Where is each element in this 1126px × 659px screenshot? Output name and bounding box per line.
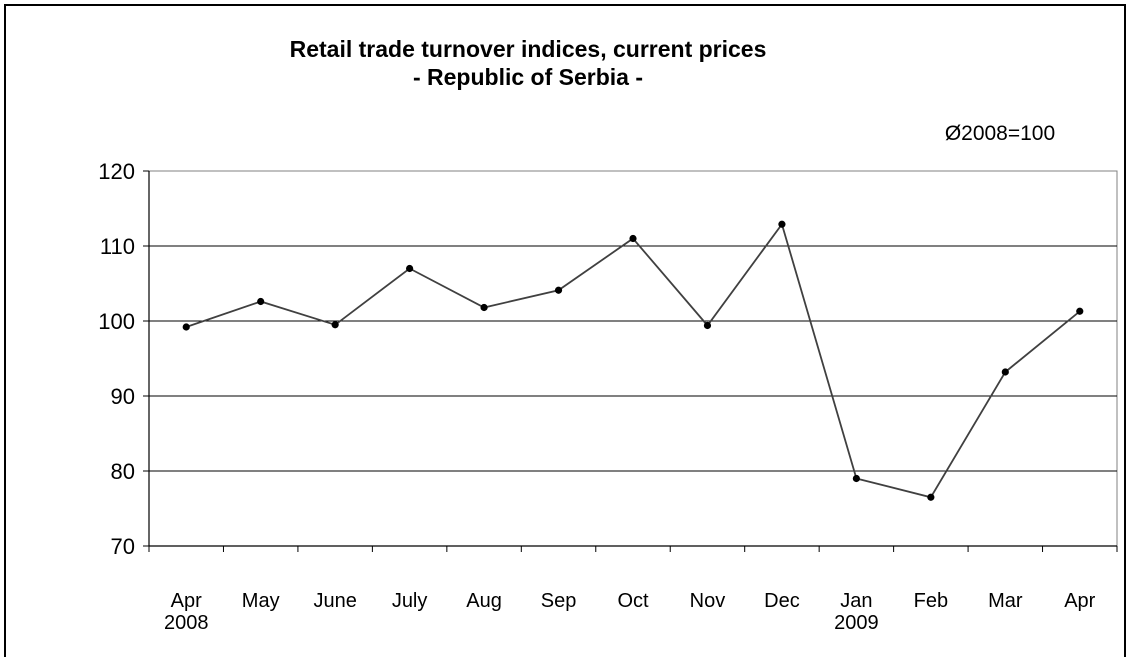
x-tick-label: Sep <box>541 590 577 612</box>
data-point <box>778 220 786 228</box>
data-point <box>629 234 637 243</box>
data-point <box>1076 307 1084 315</box>
chart-svg: Retail trade turnover indices, current p… <box>98 36 1118 634</box>
data-point <box>852 474 860 483</box>
series-line-group <box>182 220 1084 501</box>
chart-title: Retail trade turnover indices, current p… <box>290 36 767 62</box>
x-tick-label: Oct <box>617 590 649 612</box>
x-tick-label: Jan <box>840 590 872 612</box>
x-tick-label: Apr <box>171 590 202 612</box>
plot-border <box>148 170 1118 547</box>
series-line <box>185 222 1081 499</box>
chart-subtitle: - Republic of Serbia - <box>413 64 643 90</box>
data-point <box>257 297 265 306</box>
y-tick-label: 70 <box>111 534 135 559</box>
x-tick-label: Dec <box>764 590 800 612</box>
x-tick-label: June <box>313 590 356 612</box>
y-axis: 70 80 90 100 110 120 <box>98 159 150 559</box>
x-tick-label: Aug <box>466 590 502 612</box>
x-tick-label: Apr <box>1064 590 1095 612</box>
data-point <box>927 493 935 501</box>
x-tick-label: Mar <box>988 590 1023 612</box>
plot-area <box>148 170 1118 547</box>
data-point <box>406 264 414 273</box>
y-tick-label: 90 <box>111 384 135 409</box>
data-point <box>331 321 339 329</box>
base-note: Ø2008=100 <box>945 122 1055 145</box>
y-tick-label: 120 <box>98 159 135 184</box>
chart-frame: Retail trade turnover indices, current p… <box>4 4 1126 657</box>
data-point <box>480 303 488 312</box>
x-tick-label: Feb <box>914 590 948 612</box>
data-point <box>1001 368 1009 376</box>
y-tick-label: 100 <box>98 309 135 334</box>
y-tick-label: 110 <box>100 234 135 259</box>
x-tick-label: July <box>392 590 428 612</box>
data-point <box>703 321 712 330</box>
x-tick-year-label: 2008 <box>164 612 209 634</box>
x-tick-label: May <box>242 590 280 612</box>
data-point <box>182 323 190 331</box>
x-tick-year-label: 2009 <box>834 612 879 634</box>
y-tick-label: 80 <box>111 459 135 484</box>
data-point <box>554 286 563 294</box>
x-tick-label: Nov <box>690 590 726 612</box>
